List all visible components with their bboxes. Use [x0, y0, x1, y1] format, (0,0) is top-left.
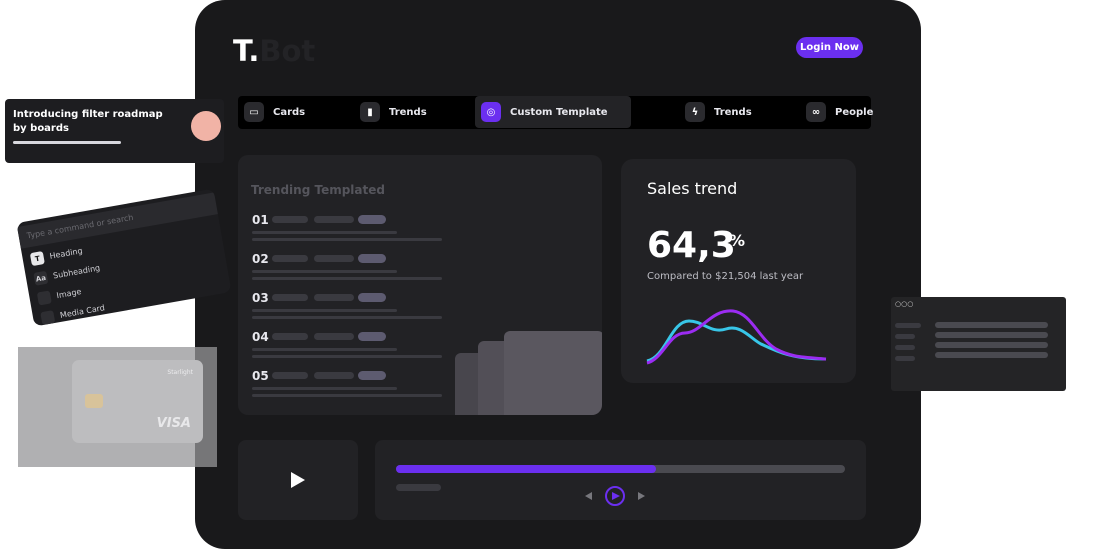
mini-window: ○○○	[891, 297, 1066, 391]
nav-item[interactable]: ▭ Cards	[244, 96, 305, 128]
nav-bar: ▭ Cards ▮ Trends ◎ Custom Template ϟ Trends …	[238, 96, 873, 129]
row-number: 02	[252, 252, 269, 266]
row-bar	[314, 294, 354, 301]
row-line	[252, 277, 442, 280]
command-label: Subheading	[52, 263, 101, 281]
sales-title: Sales trend	[647, 179, 738, 198]
line	[935, 352, 1048, 358]
row-number: 05	[252, 369, 269, 383]
row-bar	[272, 294, 308, 301]
row-bar	[314, 333, 354, 340]
row-bar	[272, 333, 308, 340]
sales-panel: Sales trend 64,3 % Compared to $21,504 l…	[621, 159, 856, 383]
row-pill	[358, 332, 386, 341]
row-line	[252, 355, 442, 358]
command-item[interactable]: Image	[36, 285, 83, 306]
row-pill	[358, 371, 386, 380]
command-icon	[40, 310, 56, 326]
row-line	[252, 387, 397, 390]
nav-item[interactable]: ◎ Custom Template	[475, 96, 631, 128]
play-icon[interactable]	[288, 470, 308, 490]
logo-word: Bot	[259, 34, 316, 68]
notification-progress	[13, 141, 121, 144]
line	[895, 356, 915, 361]
logo-letter: T.	[233, 34, 260, 68]
row-pill	[358, 293, 386, 302]
app-window: T.Bot Login Now ▭ Cards ▮ Trends ◎ Custom T…	[195, 0, 921, 549]
progress-fill	[396, 465, 656, 473]
row-bar	[272, 216, 308, 223]
row-pill	[358, 254, 386, 263]
row-line	[252, 309, 397, 312]
label: Trends	[714, 106, 752, 118]
row-bar	[272, 255, 308, 262]
command-input[interactable]: Type a command or search	[17, 190, 226, 249]
row-number: 01	[252, 213, 269, 227]
row-line	[252, 270, 397, 273]
trending-title: Trending Templated	[251, 183, 385, 197]
sales-caption: Compared to $21,504 last year	[647, 271, 804, 282]
time-label	[396, 484, 441, 491]
sales-unit: %	[729, 231, 746, 250]
line	[935, 342, 1048, 348]
trending-panel: Trending Templated 01 02 03 04 05	[238, 155, 602, 415]
line	[895, 334, 915, 339]
command-label: Media Card	[59, 303, 106, 320]
row-line	[252, 348, 397, 351]
nav-item[interactable]: ▮ Trends	[360, 96, 427, 128]
player-panel	[375, 440, 866, 520]
command-item[interactable]: Media Card	[40, 301, 106, 326]
label: Cards	[273, 106, 306, 118]
nav-item[interactable]: ∞ People	[806, 96, 873, 128]
video-panel	[238, 440, 358, 520]
card-network: VISA	[156, 416, 191, 431]
row-line	[252, 238, 442, 241]
stack-card	[504, 331, 602, 415]
row-line	[252, 231, 397, 234]
row-number: 04	[252, 330, 269, 344]
row-pill	[358, 215, 386, 224]
command-item[interactable]: T Heading	[29, 244, 84, 267]
command-icon: Aa	[33, 270, 49, 286]
credit-card: Starlight VISA	[72, 360, 203, 443]
trend-line	[646, 309, 827, 365]
row-number: 03	[252, 291, 269, 305]
row-bar	[314, 255, 354, 262]
line	[895, 345, 915, 350]
label: People	[835, 106, 874, 118]
sales-sparkline	[646, 309, 827, 365]
sales-value: 64,3	[647, 225, 736, 266]
notification-text: Introducing filter roadmap by boards	[13, 109, 163, 134]
row-bar	[272, 372, 308, 379]
logo: T.Bot	[233, 34, 315, 68]
card-backdrop: Starlight VISA	[18, 347, 217, 467]
notification: Introducing filter roadmap by boards	[5, 99, 224, 163]
card-brand: Starlight	[167, 369, 193, 376]
label: Trends	[389, 106, 427, 118]
row-bar	[314, 372, 354, 379]
avatar	[191, 111, 221, 141]
command-label: Image	[55, 286, 83, 301]
window-dots: ○○○	[895, 300, 914, 308]
row-line	[252, 316, 442, 319]
command-icon	[36, 290, 52, 306]
command-item[interactable]: Aa Subheading	[33, 261, 101, 286]
player-controls[interactable]	[580, 485, 650, 507]
nav-item[interactable]: ϟ Trends	[685, 96, 752, 128]
login-button[interactable]: Login Now	[796, 37, 863, 58]
command-icon: T	[29, 251, 45, 267]
command-label: Heading	[48, 246, 84, 261]
label: Custom Template	[510, 106, 608, 118]
line	[935, 322, 1048, 328]
row-bar	[314, 216, 354, 223]
line	[895, 323, 921, 328]
line	[935, 332, 1048, 338]
row-line	[252, 394, 442, 397]
card-chip	[85, 394, 103, 408]
